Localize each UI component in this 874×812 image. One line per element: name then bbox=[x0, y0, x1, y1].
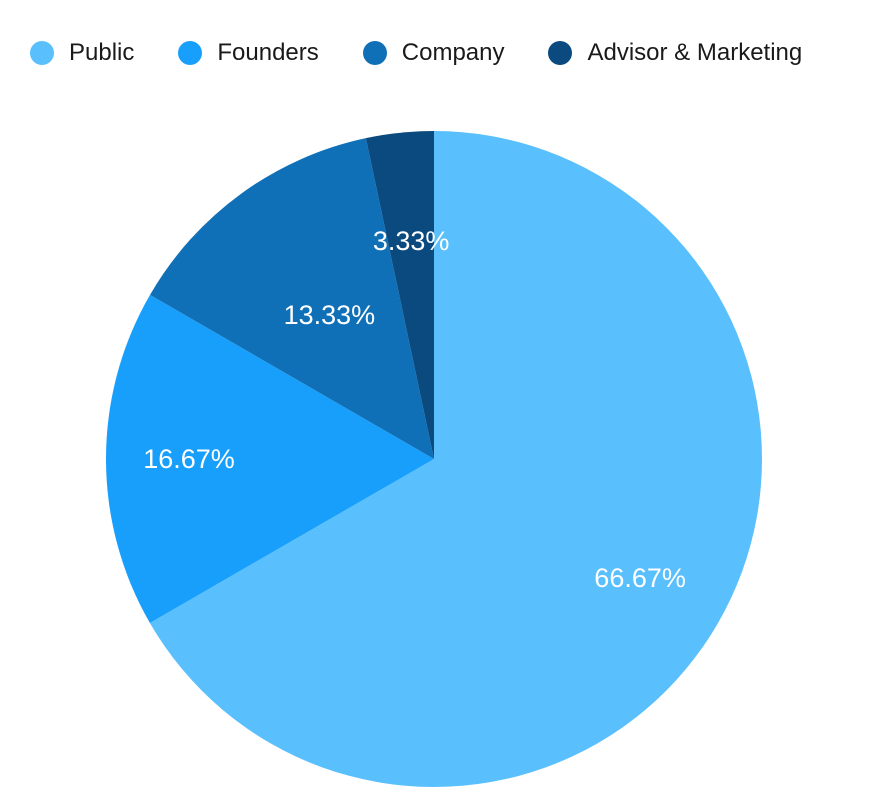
pie-slice-founders[interactable] bbox=[105, 294, 434, 623]
data-label-company: 13.33% bbox=[284, 300, 376, 330]
data-label-advisor-marketing: 3.33% bbox=[373, 226, 450, 256]
legend-label-public: Public bbox=[69, 39, 135, 66]
legend-swatch-company bbox=[362, 41, 387, 65]
legend-swatch-advisor-marketing bbox=[548, 41, 573, 65]
pie-data-labels: 66.67% 16.67% 13.33% 3.33% bbox=[143, 226, 686, 593]
legend-swatch-founders bbox=[178, 41, 203, 65]
legend-label-founders: Founders bbox=[217, 39, 319, 66]
pie-slice-company[interactable] bbox=[150, 138, 434, 459]
legend-label-company: Company bbox=[401, 39, 505, 66]
data-label-founders: 16.67% bbox=[143, 444, 235, 474]
legend-item-advisor-marketing[interactable]: Advisor & Marketing bbox=[548, 38, 802, 68]
legend-item-founders[interactable]: Founders bbox=[178, 38, 319, 68]
pie-slice-public[interactable] bbox=[149, 131, 763, 788]
pie-slices bbox=[105, 131, 763, 788]
legend-swatch-public bbox=[30, 41, 54, 65]
legend-label-advisor-marketing: Advisor & Marketing bbox=[587, 39, 803, 66]
chart-legend: Public Founders Company Advisor & Market… bbox=[30, 38, 802, 68]
legend-item-public[interactable]: Public bbox=[30, 38, 134, 68]
legend-item-company[interactable]: Company bbox=[362, 38, 505, 68]
data-label-public: 66.67% bbox=[594, 563, 686, 593]
pie-slice-advisor-marketing[interactable] bbox=[365, 131, 434, 459]
